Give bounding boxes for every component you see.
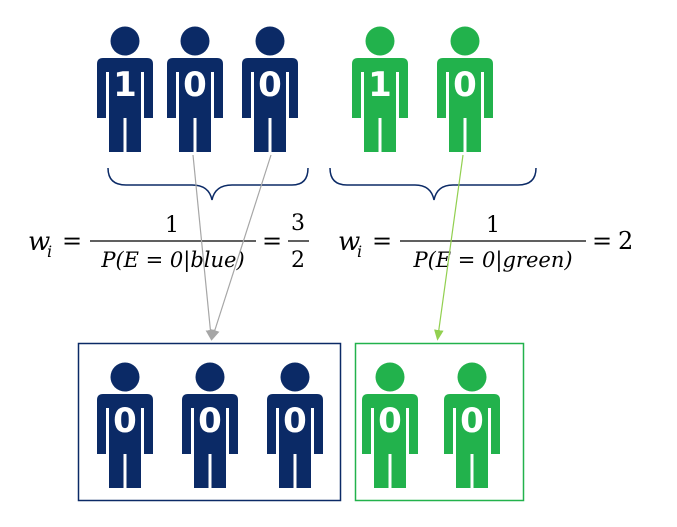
arrow-green-person-2 (434, 154, 464, 341)
blue-result-numerator: 3 (291, 211, 305, 236)
green-equals: = (372, 227, 392, 255)
person-label: 0 (198, 401, 222, 441)
person-head-icon (280, 362, 310, 392)
bottom-blue-person-2: 0 (182, 362, 238, 488)
person-label: 1 (113, 65, 137, 105)
person-label: 0 (283, 401, 307, 441)
person-head-icon (110, 26, 140, 56)
person-label: 0 (460, 401, 484, 441)
person-body-icon (267, 394, 323, 488)
top-green-person-1: 1 (352, 26, 408, 152)
person-label: 0 (378, 401, 402, 441)
person-body-icon (444, 394, 500, 488)
green-equals-2: = (592, 227, 612, 255)
person-body-icon (362, 394, 418, 488)
blue-weight-formula: w i = 1 P(E = 0|blue) = 3 2 (28, 211, 309, 273)
person-body-icon (97, 394, 153, 488)
person-head-icon (180, 26, 210, 56)
person-body-icon (182, 394, 238, 488)
person-head-icon (450, 26, 480, 56)
person-head-icon (375, 362, 405, 392)
green-group-brace (329, 167, 537, 201)
arrow-blue-person-3 (210, 154, 272, 341)
bottom-blue-person-1: 0 (97, 362, 153, 488)
person-body-icon (437, 58, 493, 152)
blue-equals: = (62, 227, 82, 255)
blue-group-brace (107, 167, 309, 201)
green-result: 2 (618, 227, 633, 255)
bottom-green-person-2: 0 (444, 362, 500, 488)
person-head-icon (110, 362, 140, 392)
person-label: 1 (368, 65, 392, 105)
person-body-icon (167, 58, 223, 152)
bottom-green-person-1: 0 (362, 362, 418, 488)
person-label: 0 (453, 65, 477, 105)
person-body-icon (97, 58, 153, 152)
person-body-icon (242, 58, 298, 152)
person-head-icon (195, 362, 225, 392)
green-lhs-w: w (338, 227, 360, 257)
blue-equals-2: = (262, 227, 282, 255)
blue-denominator: P(E = 0|blue) (100, 248, 244, 273)
green-lhs-sub: i (357, 242, 362, 261)
green-weight-formula: w i = 1 P(E = 0|green) = 2 (338, 213, 633, 273)
person-head-icon (255, 26, 285, 56)
top-blue-person-1: 1 (97, 26, 153, 152)
green-denominator: P(E = 0|green) (412, 248, 572, 273)
top-blue-group: 1 0 0 (97, 26, 298, 152)
bottom-blue-group: 0 0 0 (97, 362, 323, 488)
person-label: 0 (183, 65, 207, 105)
green-numerator: 1 (486, 213, 500, 238)
person-body-icon (352, 58, 408, 152)
top-green-person-2: 0 (437, 26, 493, 152)
reweighted-blue-box (77, 342, 342, 502)
top-blue-person-2: 0 (167, 26, 223, 152)
blue-result-denominator: 2 (291, 248, 305, 273)
top-blue-person-3: 0 (242, 26, 298, 152)
blue-lhs-w: w (28, 227, 50, 257)
person-head-icon (365, 26, 395, 56)
person-head-icon (457, 362, 487, 392)
arrow-blue-person-2 (192, 154, 216, 341)
blue-numerator: 1 (165, 213, 179, 238)
person-label: 0 (113, 401, 137, 441)
bottom-blue-person-3: 0 (267, 362, 323, 488)
blue-lhs-sub: i (47, 242, 52, 261)
reweighted-green-box (354, 342, 525, 502)
person-label: 0 (258, 65, 282, 105)
